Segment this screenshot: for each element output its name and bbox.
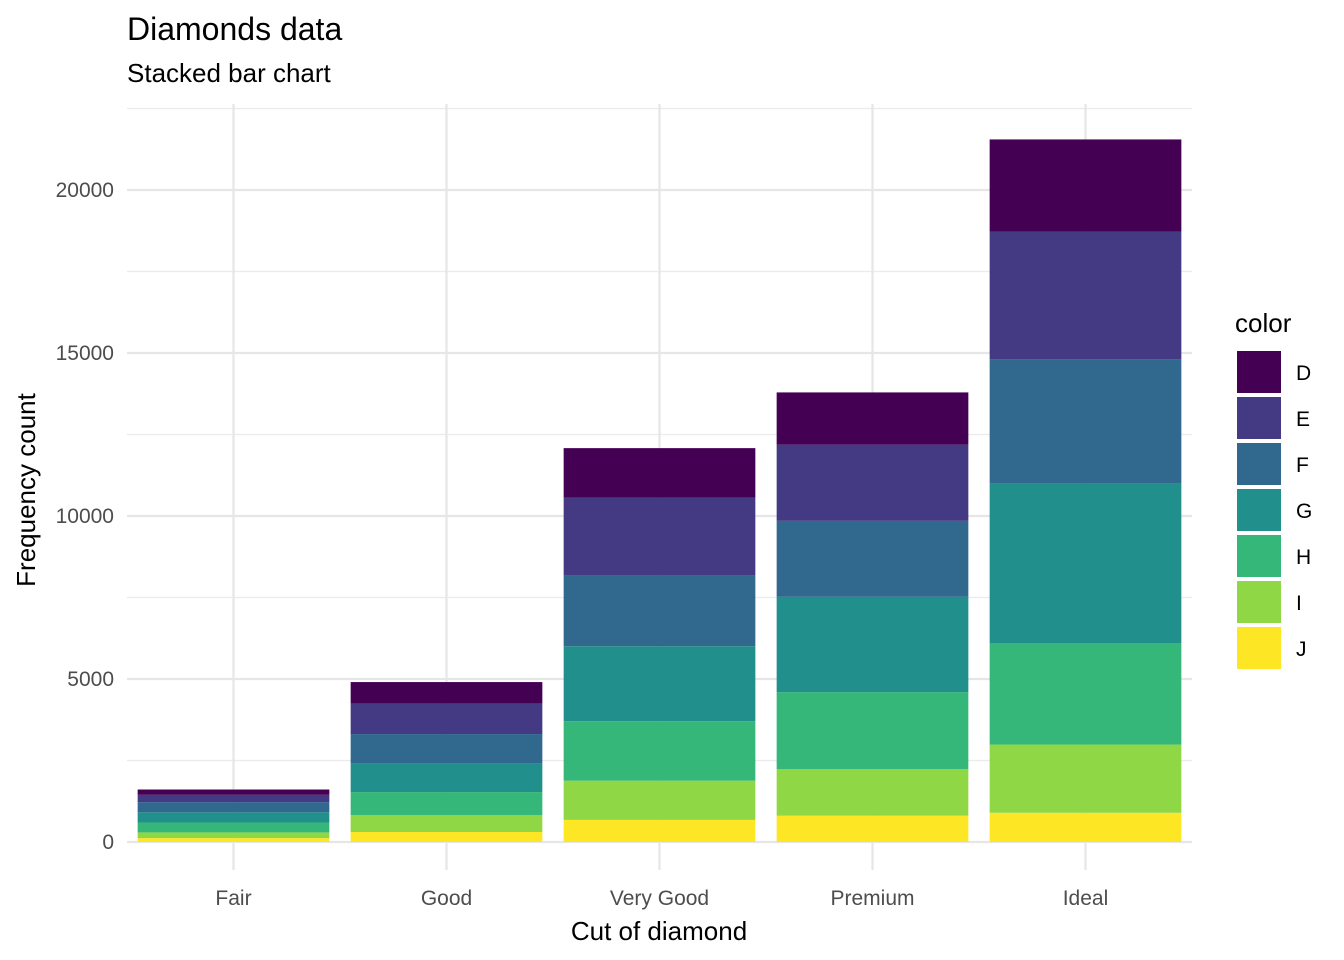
y-axis-title: Frequency count [11,392,41,586]
chart-title: Diamonds data [127,11,342,47]
y-tick-label: 20000 [56,179,114,202]
bar-segment-ideal-F [989,359,1182,484]
bar-segment-very-good-D [563,448,756,498]
legend-label-D: D [1296,362,1311,385]
chart-subtitle: Stacked bar chart [127,58,332,88]
bar-segment-fair-I [137,832,330,839]
bar-segment-good-J [350,831,543,842]
bars [137,139,1182,842]
bar-segment-premium-J [776,815,969,842]
bar-segment-ideal-H [989,643,1182,745]
bar-segment-very-good-I [563,780,756,820]
legend-swatch-D [1237,351,1281,393]
legend-title: color [1235,308,1292,338]
bar-segment-very-good-G [563,646,756,722]
bar-segment-good-E [350,703,543,735]
bar-segment-fair-D [137,789,330,795]
legend-swatch-F [1237,443,1281,485]
bar-segment-premium-H [776,692,969,770]
legend-swatch-E [1237,397,1281,439]
y-tick-label: 0 [102,831,114,854]
bar-segment-ideal-E [989,231,1182,360]
y-tick-label: 15000 [56,342,114,365]
y-tick-label: 5000 [67,668,114,691]
bar-segment-ideal-G [989,483,1182,644]
legend-swatch-J [1237,627,1281,669]
legend-label-J: J [1296,638,1307,661]
bar-segment-premium-G [776,596,969,693]
bar-segment-good-G [350,763,543,793]
bar-segment-fair-G [137,812,330,823]
x-tick-label: Fair [215,887,251,910]
bar-segment-premium-D [776,392,969,445]
bar-segment-ideal-J [989,812,1182,842]
bar-segment-fair-H [137,822,330,833]
bar-segment-fair-J [137,838,330,842]
x-axis-title: Cut of diamond [571,916,747,946]
bar-segment-good-D [350,682,543,704]
legend-swatch-G [1237,489,1281,531]
x-tick-label: Ideal [1063,887,1109,910]
legend-swatch-H [1237,535,1281,577]
bar-segment-ideal-I [989,744,1182,813]
bar-segment-premium-F [776,520,969,597]
legend-label-G: G [1296,500,1312,523]
bar-segment-good-H [350,792,543,815]
y-tick-labels: 0 5000 10000 15000 20000 [56,179,114,854]
y-tick-label: 10000 [56,505,114,528]
legend-label-H: H [1296,546,1311,569]
bar-segment-fair-F [137,802,330,813]
bar-segment-very-good-H [563,721,756,781]
bar-segment-very-good-F [563,575,756,647]
bar-segment-very-good-J [563,819,756,842]
x-tick-labels: Fair Good Very Good Premium Ideal [215,887,1108,910]
bar-segment-very-good-E [563,497,756,576]
x-tick-label: Good [421,887,472,910]
bar-segment-good-F [350,734,543,764]
bar-segment-ideal-D [989,139,1182,232]
bar-segment-premium-I [776,769,969,816]
legend-label-F: F [1296,454,1309,477]
x-tick-label: Very Good [610,887,709,910]
legend-label-E: E [1296,408,1310,431]
bar-segment-fair-E [137,794,330,803]
x-tick-label: Premium [830,887,914,910]
legend-label-I: I [1296,592,1302,615]
legend-swatch-I [1237,581,1281,623]
bar-segment-premium-E [776,444,969,521]
bar-segment-good-I [350,814,543,832]
